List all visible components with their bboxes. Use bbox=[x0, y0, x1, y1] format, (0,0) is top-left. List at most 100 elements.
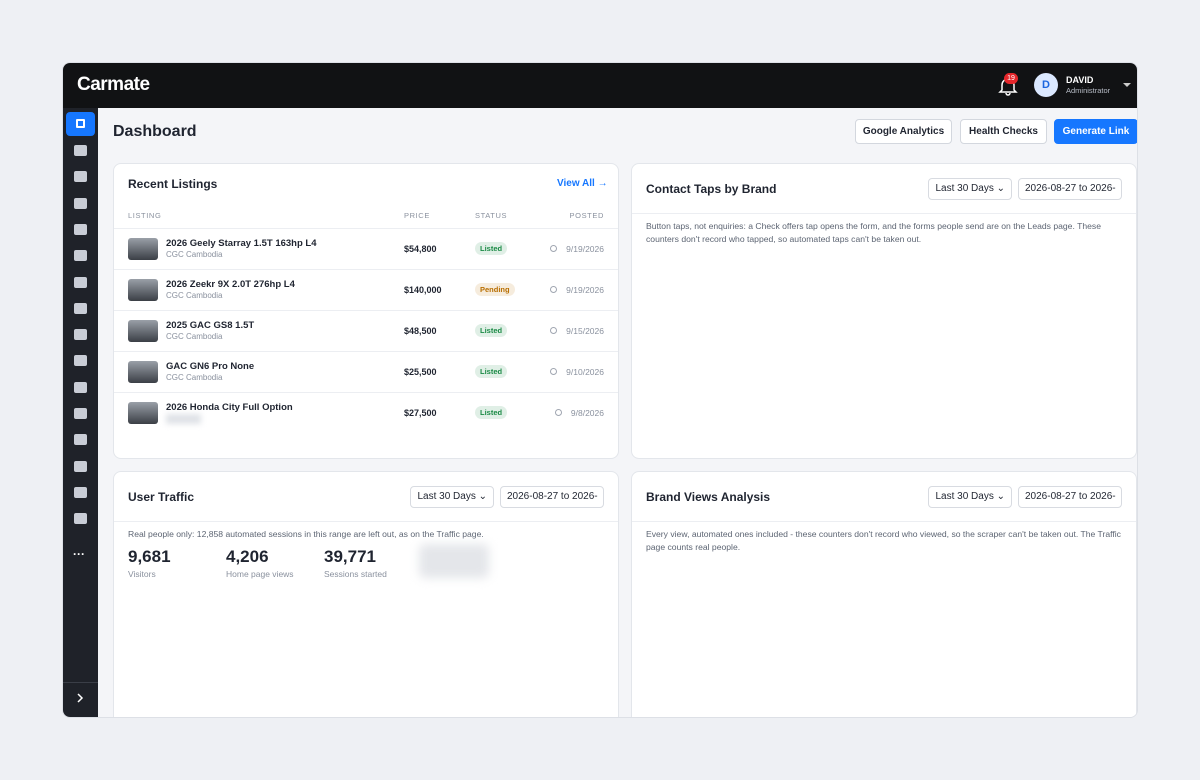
recent-listings-card: Recent Listings View All → LISTING PRICE S… bbox=[113, 163, 619, 459]
stat-value: 4,206 bbox=[226, 546, 269, 566]
view-all[interactable]: View All bbox=[557, 178, 595, 189]
notification-badge: 19 bbox=[1004, 73, 1018, 84]
header-button[interactable]: Google Analytics bbox=[855, 119, 952, 144]
stat-value: 9,681 bbox=[128, 546, 171, 566]
nav-icon[interactable] bbox=[74, 276, 87, 288]
listing-name: 2026 Honda City Full Option bbox=[166, 402, 293, 413]
user-menu-caret[interactable] bbox=[1123, 83, 1131, 88]
blurred-dealer bbox=[166, 414, 201, 424]
status-badge: Listed bbox=[475, 365, 508, 378]
price: $27,500 bbox=[404, 408, 437, 418]
user-name[interactable]: DAVID bbox=[1066, 75, 1094, 85]
card-note: Every view, automated ones included - th… bbox=[646, 529, 1121, 552]
status-badge: Listed bbox=[475, 406, 508, 419]
listing-name: 2025 GAC GS8 1.5T bbox=[166, 320, 255, 331]
nav-icon[interactable] bbox=[74, 381, 87, 393]
card-title: Contact Taps by Brand bbox=[646, 181, 777, 196]
date-range[interactable]: 2026-08-27 to 2026- bbox=[1018, 485, 1122, 508]
nav-icon[interactable] bbox=[74, 434, 87, 446]
nav-icon[interactable] bbox=[74, 223, 87, 235]
page-title: Dashboard bbox=[113, 123, 197, 140]
listing-row[interactable]: GAC GN6 Pro None CGC Cambodia $25,500 Liste… bbox=[114, 351, 618, 392]
nav-icon[interactable] bbox=[74, 171, 87, 183]
posted-date: 9/8/2026 bbox=[570, 408, 604, 418]
range[interactable]: Last 30 Days bbox=[935, 491, 994, 502]
range-select[interactable]: Last 30 Days ⌄ bbox=[928, 177, 1012, 200]
nav-icon[interactable] bbox=[74, 329, 87, 341]
expand-sidebar[interactable] bbox=[76, 693, 84, 703]
range[interactable]: Last 30 Days bbox=[417, 491, 476, 502]
nav-icon[interactable] bbox=[74, 513, 87, 525]
dealer: CGC Cambodia bbox=[166, 250, 223, 259]
avatar[interactable]: D bbox=[1034, 73, 1058, 97]
listing-row[interactable]: 2026 Honda City Full Option $27,500 Listed… bbox=[114, 392, 618, 433]
range[interactable]: Last 30 Days bbox=[935, 183, 994, 194]
status-badge: Listed bbox=[475, 324, 508, 337]
stat-label: Sessions started bbox=[324, 568, 387, 579]
listing-name: 2026 Zeekr 9X 2.0T 276hp L4 bbox=[166, 279, 295, 290]
sidebar: ··· bbox=[63, 108, 98, 717]
clock-icon bbox=[549, 245, 557, 252]
dealer: CGC Cambodia bbox=[166, 332, 223, 341]
top-bar: Carmate 19 D DAVID Administrator bbox=[63, 63, 1137, 108]
posted-date: 9/15/2026 bbox=[566, 326, 604, 336]
view-all-link[interactable]: View All → bbox=[557, 178, 608, 189]
nav-icon[interactable] bbox=[74, 250, 87, 262]
column-header: POSTED bbox=[569, 211, 604, 220]
thumbnail bbox=[128, 361, 158, 383]
nav-icon[interactable] bbox=[74, 355, 87, 367]
header-button[interactable]: Health Checks bbox=[960, 119, 1047, 144]
dealer: CGC Cambodia bbox=[166, 373, 223, 382]
card-note: Button taps, not enquiries: a Check offe… bbox=[646, 221, 1101, 244]
nav-icon[interactable] bbox=[74, 460, 87, 472]
stat-label: Visitors bbox=[128, 568, 156, 579]
brand-views-card: Brand Views Analysis Last 30 Days ⌄ 2026-0… bbox=[631, 471, 1137, 717]
thumbnail bbox=[128, 238, 158, 260]
range-select[interactable]: Last 30 Days ⌄ bbox=[410, 485, 494, 508]
listing-row[interactable]: 2026 Geely Starray 1.5T 163hp L4 CGC Camb… bbox=[114, 228, 618, 269]
card-title: User Traffic bbox=[128, 489, 195, 504]
posted-date: 9/10/2026 bbox=[566, 367, 604, 377]
column-header: LISTING bbox=[128, 211, 162, 220]
date-range[interactable]: 2026-08-27 to 2026- bbox=[1018, 177, 1122, 200]
stat: 39,771 Sessions started bbox=[324, 547, 422, 579]
range-select[interactable]: Last 30 Days ⌄ bbox=[928, 485, 1012, 508]
card-title: Brand Views Analysis bbox=[646, 489, 771, 504]
app: Carmate 19 D DAVID Administrator ··· Das… bbox=[62, 62, 1138, 718]
column-header: STATUS bbox=[475, 211, 508, 220]
nav-icon[interactable] bbox=[74, 486, 87, 498]
stat-label: Home page views bbox=[226, 568, 294, 579]
price: $140,000 bbox=[404, 285, 442, 295]
logo[interactable]: Carmate bbox=[77, 74, 150, 95]
posted-date: 9/19/2026 bbox=[566, 285, 604, 295]
nav-icon[interactable] bbox=[74, 197, 87, 209]
thumbnail bbox=[128, 402, 158, 424]
user-role: Administrator bbox=[1066, 86, 1111, 95]
date-range[interactable]: 2026-08-27 to 2026- bbox=[500, 485, 604, 508]
listing-name: GAC GN6 Pro None bbox=[166, 361, 255, 372]
stat: 4,206 Home page views bbox=[226, 547, 324, 579]
card-note: Real people only: 12,858 automated sessi… bbox=[128, 529, 484, 539]
nav-dashboard[interactable] bbox=[66, 112, 95, 136]
status-badge: Listed bbox=[475, 242, 508, 255]
nav-icon[interactable] bbox=[74, 145, 87, 156]
clock-icon bbox=[554, 409, 562, 416]
dealer: CGC Cambodia bbox=[166, 291, 223, 300]
stat-value: 39,771 bbox=[324, 546, 376, 566]
thumbnail bbox=[128, 320, 158, 342]
stat: 9,681 Visitors bbox=[128, 547, 226, 579]
posted-date: 9/19/2026 bbox=[566, 244, 604, 254]
listing-row[interactable]: 2025 GAC GS8 1.5T CGC Cambodia $48,500 List… bbox=[114, 310, 618, 351]
header-button[interactable]: Generate Link bbox=[1054, 119, 1137, 144]
nav-icon[interactable] bbox=[74, 302, 87, 314]
nav-icon[interactable] bbox=[74, 408, 87, 419]
listing-row[interactable]: 2026 Zeekr 9X 2.0T 276hp L4 CGC Cambodia $… bbox=[114, 269, 618, 310]
price: $54,800 bbox=[404, 244, 437, 254]
price: $48,500 bbox=[404, 326, 437, 336]
clock-icon bbox=[549, 368, 557, 375]
nav-more[interactable]: ··· bbox=[73, 547, 85, 561]
card-title: Recent Listings bbox=[128, 177, 218, 191]
user-traffic-card: User Traffic Last 30 Days ⌄ 2026-08-27 to … bbox=[113, 471, 619, 717]
price: $25,500 bbox=[404, 367, 437, 377]
